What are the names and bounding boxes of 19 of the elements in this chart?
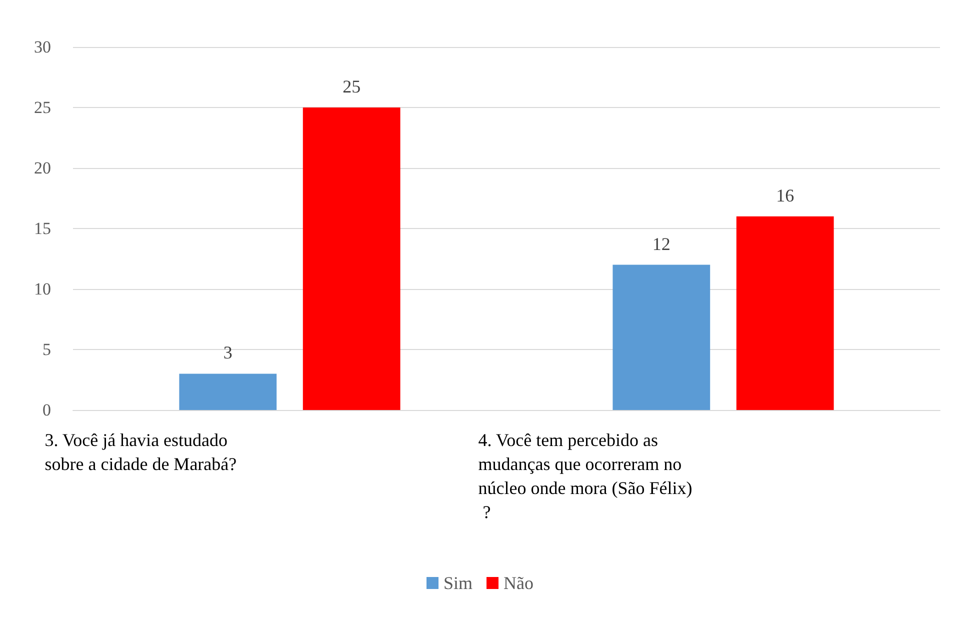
bar <box>612 264 710 410</box>
bar <box>302 108 400 410</box>
y-tick-label: 20 <box>34 158 51 178</box>
x-tick-label: 4. Você tem percebido as mudanças que ocorreram no núcleo onde mora (São Félix) ? <box>478 430 692 522</box>
legend-label: Sim <box>444 573 473 593</box>
bar <box>179 374 277 410</box>
y-tick-label: 5 <box>42 340 51 359</box>
y-tick-label: 25 <box>34 98 51 117</box>
y-tick-label: 15 <box>34 219 51 238</box>
data-label: 12 <box>652 234 670 254</box>
y-tick-label: 0 <box>42 400 51 420</box>
legend-label: Não <box>504 573 534 593</box>
x-tick-label: 3. Você já havia estudado sobre a cidade de Marabá? <box>44 430 237 474</box>
data-label: 3 <box>223 342 232 363</box>
data-label: 16 <box>776 185 794 206</box>
y-tick-label: 30 <box>34 38 51 56</box>
data-label: 25 <box>342 76 361 96</box>
bar <box>736 216 834 410</box>
y-tick-label: 10 <box>34 280 51 298</box>
